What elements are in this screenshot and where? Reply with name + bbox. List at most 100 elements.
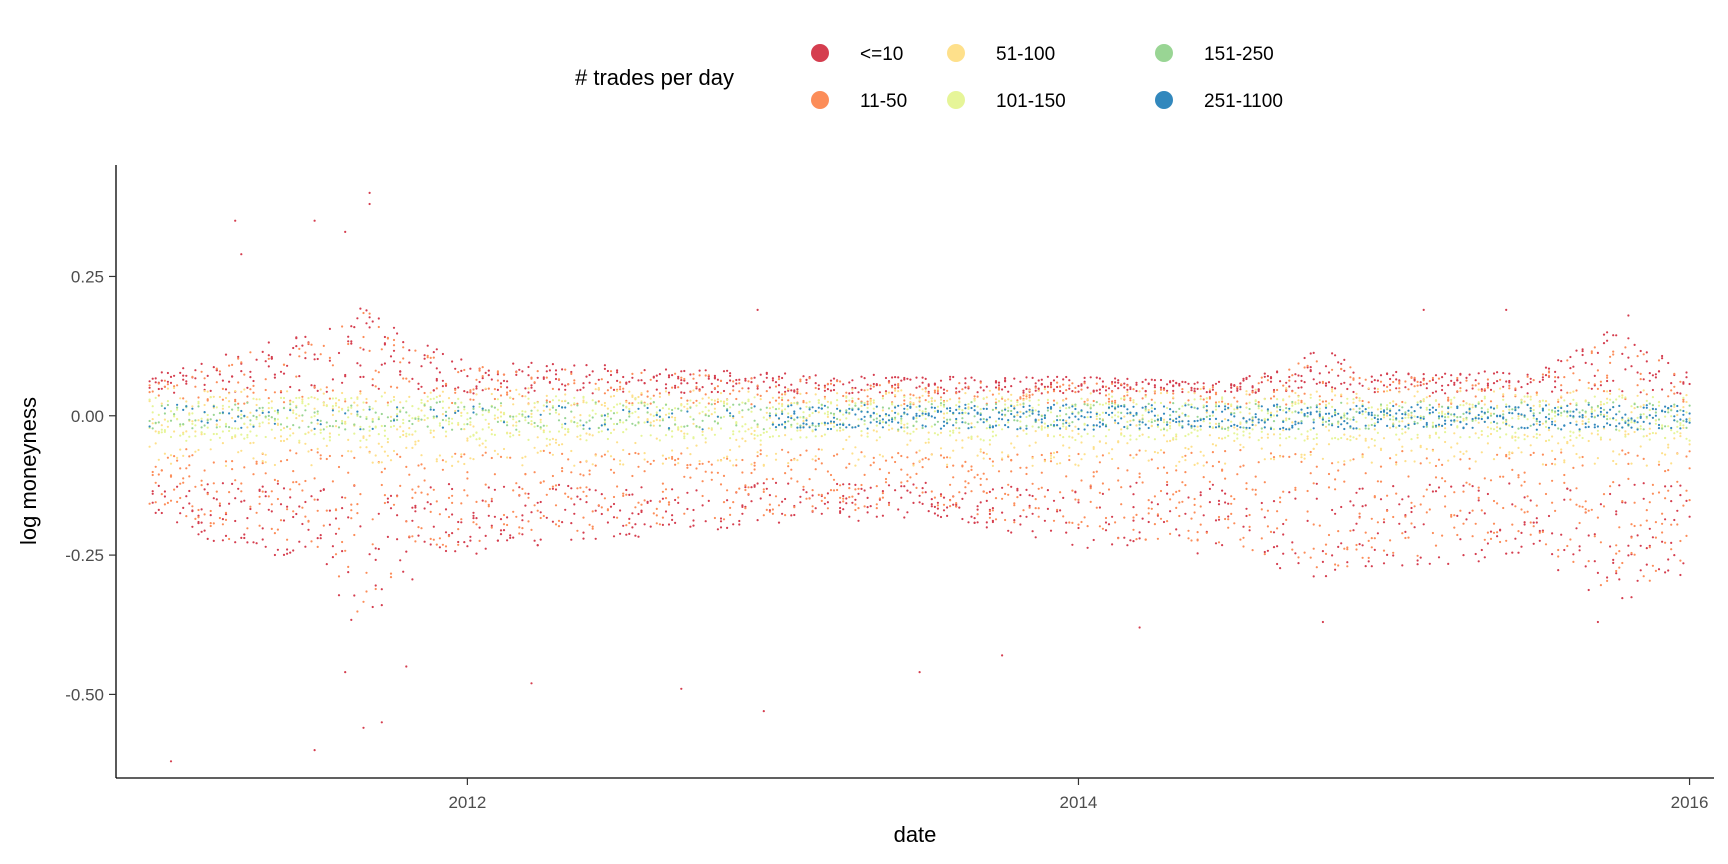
data-point bbox=[887, 424, 891, 427]
data-point bbox=[451, 455, 454, 458]
data-point bbox=[640, 379, 643, 382]
data-point bbox=[985, 418, 988, 421]
data-point bbox=[612, 495, 616, 499]
data-point bbox=[912, 501, 915, 504]
data-point bbox=[1028, 414, 1031, 417]
data-point bbox=[768, 427, 772, 430]
data-point bbox=[365, 438, 368, 441]
data-point bbox=[1010, 385, 1013, 388]
data-point bbox=[536, 424, 539, 428]
data-point bbox=[1224, 501, 1227, 504]
data-point bbox=[1297, 374, 1300, 377]
data-point bbox=[325, 404, 328, 408]
data-point bbox=[405, 520, 408, 523]
data-point bbox=[606, 509, 610, 512]
data-point bbox=[1065, 426, 1068, 429]
data-point bbox=[750, 377, 753, 380]
data-point bbox=[218, 425, 221, 428]
data-point bbox=[521, 514, 524, 517]
data-point bbox=[643, 452, 646, 455]
data-point bbox=[799, 380, 802, 383]
data-point bbox=[1263, 550, 1266, 554]
data-point bbox=[334, 419, 338, 423]
data-point bbox=[185, 380, 188, 383]
data-point bbox=[237, 409, 240, 412]
data-point bbox=[686, 466, 689, 469]
data-point bbox=[441, 413, 444, 416]
data-point bbox=[851, 426, 854, 429]
data-point bbox=[1343, 369, 1346, 372]
data-point bbox=[924, 491, 927, 494]
data-point bbox=[414, 349, 417, 352]
data-point bbox=[350, 406, 353, 409]
data-point bbox=[163, 418, 166, 421]
data-point bbox=[955, 427, 958, 430]
data-point bbox=[857, 397, 860, 400]
data-point bbox=[292, 400, 295, 404]
data-point bbox=[1141, 387, 1144, 390]
data-point bbox=[823, 386, 827, 389]
data-point bbox=[924, 386, 927, 390]
data-point bbox=[707, 414, 710, 418]
data-point bbox=[649, 434, 652, 437]
data-point bbox=[267, 407, 270, 410]
data-point bbox=[1217, 541, 1221, 544]
data-point bbox=[924, 417, 927, 420]
data-point bbox=[475, 431, 478, 434]
data-point bbox=[301, 398, 304, 401]
data-point bbox=[710, 478, 713, 481]
data-point bbox=[423, 354, 426, 357]
data-point bbox=[884, 413, 888, 416]
data-point bbox=[625, 524, 628, 527]
data-point bbox=[1202, 464, 1205, 467]
data-point bbox=[371, 378, 374, 381]
data-point bbox=[609, 455, 613, 458]
data-point bbox=[1279, 433, 1282, 436]
data-point bbox=[221, 539, 224, 542]
data-point bbox=[1153, 523, 1156, 526]
data-point bbox=[573, 512, 576, 515]
data-point bbox=[1269, 380, 1273, 383]
data-point bbox=[1236, 437, 1239, 440]
data-point bbox=[524, 492, 527, 495]
data-point bbox=[988, 439, 992, 442]
data-point bbox=[1056, 451, 1059, 454]
data-point bbox=[173, 391, 176, 394]
data-point bbox=[808, 406, 811, 409]
data-point bbox=[530, 511, 533, 514]
data-point bbox=[1272, 414, 1276, 417]
data-point bbox=[1379, 374, 1383, 377]
data-point bbox=[506, 432, 509, 435]
data-point bbox=[1141, 517, 1144, 520]
data-point bbox=[185, 515, 188, 518]
data-point bbox=[738, 487, 741, 490]
data-point bbox=[1141, 418, 1144, 421]
data-point bbox=[680, 409, 683, 412]
data-point bbox=[799, 378, 802, 381]
data-point bbox=[564, 393, 567, 396]
data-point bbox=[1349, 376, 1352, 379]
data-point bbox=[1346, 438, 1349, 441]
data-point bbox=[750, 426, 753, 429]
data-point bbox=[542, 409, 545, 412]
data-point bbox=[863, 455, 866, 458]
data-point bbox=[909, 406, 912, 409]
data-point bbox=[182, 506, 185, 509]
data-point bbox=[872, 382, 875, 386]
data-point bbox=[487, 409, 490, 412]
data-point bbox=[389, 425, 393, 428]
data-point bbox=[777, 402, 781, 405]
data-point bbox=[1169, 418, 1172, 421]
data-point bbox=[353, 456, 356, 459]
data-point bbox=[573, 416, 576, 419]
data-point bbox=[1358, 411, 1361, 415]
data-point bbox=[527, 438, 530, 441]
data-point bbox=[1193, 392, 1196, 395]
data-point bbox=[952, 429, 955, 432]
data-point bbox=[839, 429, 842, 432]
data-point bbox=[1196, 419, 1199, 422]
data-point bbox=[603, 401, 607, 405]
data-point bbox=[667, 456, 671, 459]
data-point bbox=[564, 427, 567, 431]
data-point bbox=[359, 390, 362, 393]
